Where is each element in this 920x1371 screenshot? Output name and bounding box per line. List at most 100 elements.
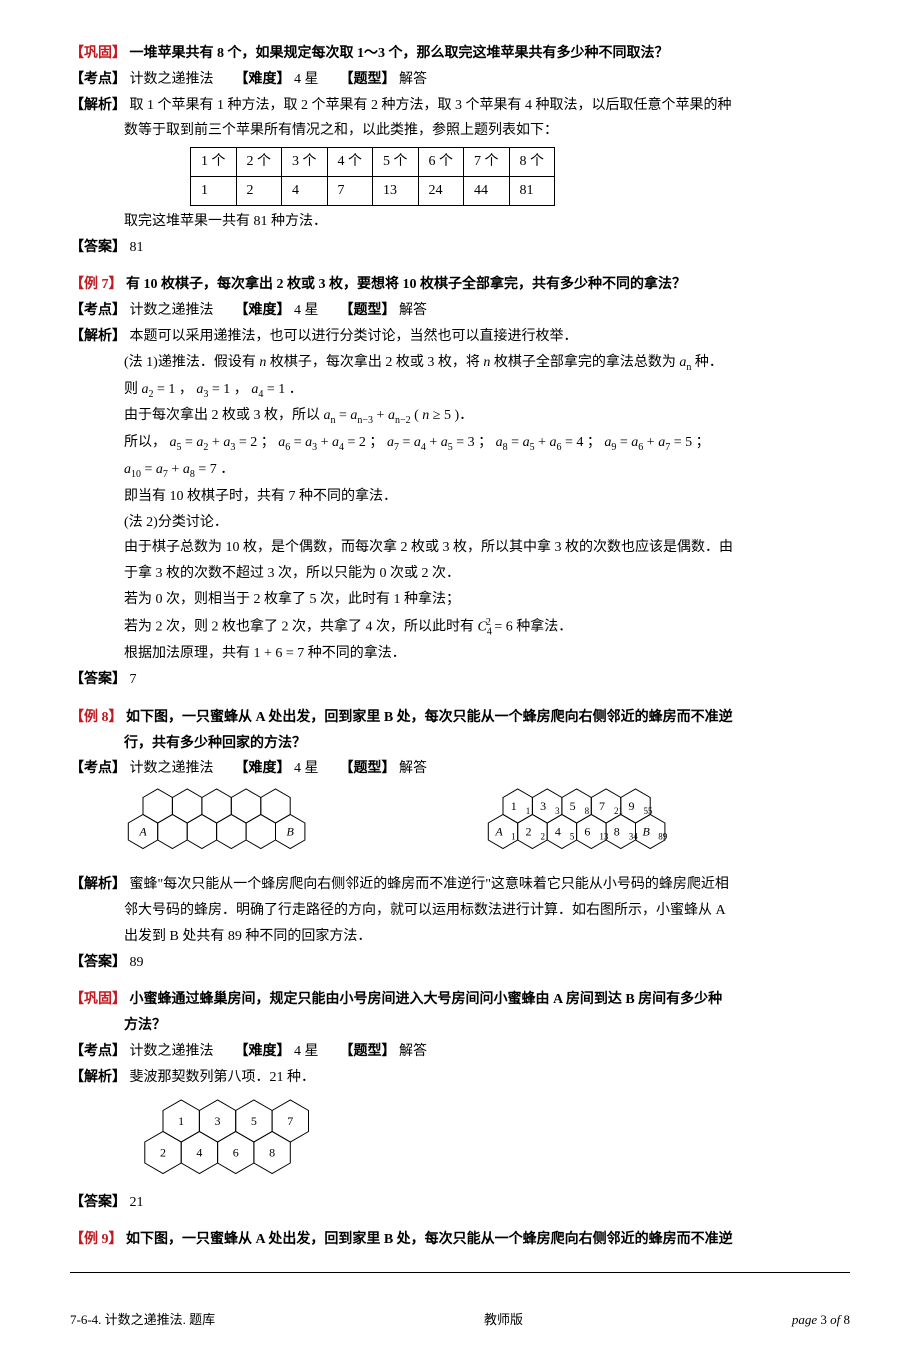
- q3-j3: 出发到 B 处共有 89 种不同的回家方法．: [70, 925, 850, 949]
- q1-table: 1 个 2 个 3 个 4 个 5 个 6 个 7 个 8 个 1 2 4 7 …: [190, 147, 555, 206]
- svg-text:34: 34: [629, 832, 639, 842]
- tag-gonggu: 【巩固】: [70, 46, 126, 61]
- q2-j7: 即当有 10 枚棋子时，共有 7 种不同的拿法．: [70, 485, 850, 509]
- footer-left: 7-6-4. 计数之递推法. 题库: [70, 1309, 215, 1331]
- nandu: 4 星: [294, 1044, 319, 1059]
- svg-text:7: 7: [599, 799, 605, 813]
- svg-text:1: 1: [526, 806, 531, 816]
- q3-title1: 如下图，一只蜜蜂从 A 处出发，回到家里 B 处，每次只能从一个蜂房爬向右侧邻近…: [126, 710, 733, 725]
- jiexi-tag: 【解析】: [70, 329, 126, 344]
- svg-text:2: 2: [525, 825, 531, 839]
- kaodian: 计数之递推法: [130, 1044, 214, 1059]
- q2-j2a: (法 1)递推法．假设有: [124, 355, 259, 370]
- th: 6 个: [418, 148, 464, 177]
- svg-text:9: 9: [629, 799, 635, 813]
- tixing: 解答: [399, 303, 427, 318]
- svg-text:2: 2: [160, 1145, 166, 1159]
- q4-title2: 方法？: [70, 1014, 850, 1038]
- svg-text:3: 3: [555, 806, 560, 816]
- q4-j1: 斐波那契数列第八项．21 种．: [130, 1070, 316, 1085]
- svg-text:5: 5: [251, 1114, 257, 1128]
- th: 7 个: [464, 148, 510, 177]
- svg-text:5: 5: [570, 799, 576, 813]
- tixing-tag: 【题型】: [340, 303, 396, 318]
- svg-text:B: B: [643, 825, 651, 839]
- q2-j6: a10 = a7 + a8 = 7 ．: [70, 458, 850, 483]
- q2-j11: 若为 0 次，则相当于 2 枚拿了 5 次，此时有 1 种拿法；: [70, 588, 850, 612]
- daan-tag: 【答案】: [70, 240, 126, 255]
- tixing-tag: 【题型】: [340, 1044, 396, 1059]
- q2-title: 有 10 枚棋子，每次拿出 2 枚或 3 枚，要想将 10 枚棋子全部拿完，共有…: [126, 277, 686, 292]
- q2-j2d: 种．: [691, 355, 723, 370]
- q1-jiexi1: 取 1 个苹果有 1 种方法，取 2 个苹果有 2 种方法，取 3 个苹果有 4…: [130, 98, 732, 113]
- kaodian: 计数之递推法: [130, 72, 214, 87]
- honeycomb-q4: 1 3 5 7 2 4 6 8: [140, 1098, 460, 1183]
- footer-mid: 教师版: [484, 1309, 523, 1331]
- td: 24: [418, 176, 464, 205]
- q1-jiexi3: 取完这堆苹果一共有 81 种方法．: [70, 210, 850, 234]
- q2-daan: 7: [130, 672, 137, 687]
- kaodian: 计数之递推法: [130, 761, 214, 776]
- kaodian-tag: 【考点】: [70, 1044, 126, 1059]
- nandu-tag: 【难度】: [235, 72, 291, 87]
- jiexi-tag: 【解析】: [70, 877, 126, 892]
- q5-title: 如下图，一只蜜蜂从 A 处出发，回到家里 B 处，每次只能从一个蜂房爬向右侧邻近…: [126, 1232, 733, 1247]
- q2-j12: 若为 2 次，则 2 枚也拿了 2 次，共拿了 4 次，所以此时有 C42 = …: [70, 614, 850, 640]
- q1-title: 一堆苹果共有 8 个，如果规定每次取 1～3 个，那么取完这堆苹果共有多少种不同…: [130, 46, 669, 61]
- q2-j4: 由于每次拿出 2 枚或 3 枚，所以 an = an−3 + an−2 ( n …: [70, 404, 850, 429]
- q2-j8: (法 2)分类讨论．: [70, 511, 850, 535]
- svg-text:7: 7: [287, 1114, 293, 1128]
- td: 4: [282, 176, 328, 205]
- tixing: 解答: [399, 761, 427, 776]
- q3-title2: 行，共有多少种回家的方法？: [70, 732, 850, 756]
- q4-title1: 小蜜蜂通过蜂巢房间，规定只能由小号房间进入大号房间问小蜜蜂由 A 房间到达 B …: [130, 992, 723, 1007]
- tag-gonggu2: 【巩固】: [70, 992, 126, 1007]
- svg-text:1: 1: [511, 799, 517, 813]
- svg-text:1: 1: [178, 1114, 184, 1128]
- th: 3 个: [282, 148, 328, 177]
- honeycomb-left: AB: [124, 787, 454, 867]
- svg-text:A: A: [494, 825, 503, 839]
- q4-daan: 21: [130, 1195, 144, 1210]
- svg-text:8: 8: [269, 1145, 275, 1159]
- q2-j10: 于拿 3 枚的次数不超过 3 次，所以只能为 0 次或 2 次．: [70, 562, 850, 586]
- q2-j3: 则 a2 = 1 ， a3 = 1 ， a4 = 1 ．: [70, 378, 850, 403]
- q3-j2: 邻大号码的蜂房．明确了行走路径的方向，就可以运用标数法进行计算．如右图所示，小蜜…: [70, 899, 850, 923]
- th: 5 个: [373, 148, 419, 177]
- svg-text:13: 13: [599, 832, 609, 842]
- td: 7: [327, 176, 373, 205]
- svg-text:A: A: [138, 825, 147, 839]
- tag-li9: 【例 9】: [70, 1232, 123, 1247]
- daan-tag: 【答案】: [70, 672, 126, 687]
- kaodian-tag: 【考点】: [70, 761, 126, 776]
- td: 2: [236, 176, 282, 205]
- footer-right: page 3 of 8: [792, 1309, 850, 1331]
- q2-j1: 本题可以采用递推法，也可以进行分类讨论，当然也可以直接进行枚举．: [130, 329, 578, 344]
- tag-li7: 【例 7】: [70, 277, 123, 292]
- tixing: 解答: [399, 72, 427, 87]
- kaodian-tag: 【考点】: [70, 303, 126, 318]
- svg-text:3: 3: [215, 1114, 221, 1128]
- svg-text:89: 89: [658, 832, 668, 842]
- nandu-tag: 【难度】: [235, 761, 291, 776]
- q3-j1: 蜜蜂"每次只能从一个蜂房爬向右侧邻近的蜂房而不准逆行"这意味着它只能从小号码的蜂…: [130, 877, 729, 892]
- th: 1 个: [191, 148, 237, 177]
- jiexi-tag: 【解析】: [70, 98, 126, 113]
- th: 2 个: [236, 148, 282, 177]
- nandu-tag: 【难度】: [235, 1044, 291, 1059]
- tixing: 解答: [399, 1044, 427, 1059]
- honeycomb-right: 113358721955A12245613834B89: [484, 787, 844, 867]
- footer: 7-6-4. 计数之递推法. 题库 教师版 page 3 of 8: [70, 1303, 850, 1331]
- svg-text:1: 1: [511, 832, 516, 842]
- svg-text:2: 2: [540, 832, 545, 842]
- svg-text:4: 4: [196, 1145, 202, 1159]
- nandu-tag: 【难度】: [235, 303, 291, 318]
- nandu: 4 星: [294, 72, 319, 87]
- q2-j2b: 枚棋子，每次拿出 2 枚或 3 枚，将: [266, 355, 483, 370]
- q1-daan: 81: [130, 240, 144, 255]
- svg-text:6: 6: [233, 1145, 239, 1159]
- tixing-tag: 【题型】: [340, 72, 396, 87]
- td: 13: [373, 176, 419, 205]
- q1-jiexi2: 数等于取到前三个苹果所有情况之和，以此类推，参照上题列表如下：: [70, 119, 850, 143]
- kaodian-tag: 【考点】: [70, 72, 126, 87]
